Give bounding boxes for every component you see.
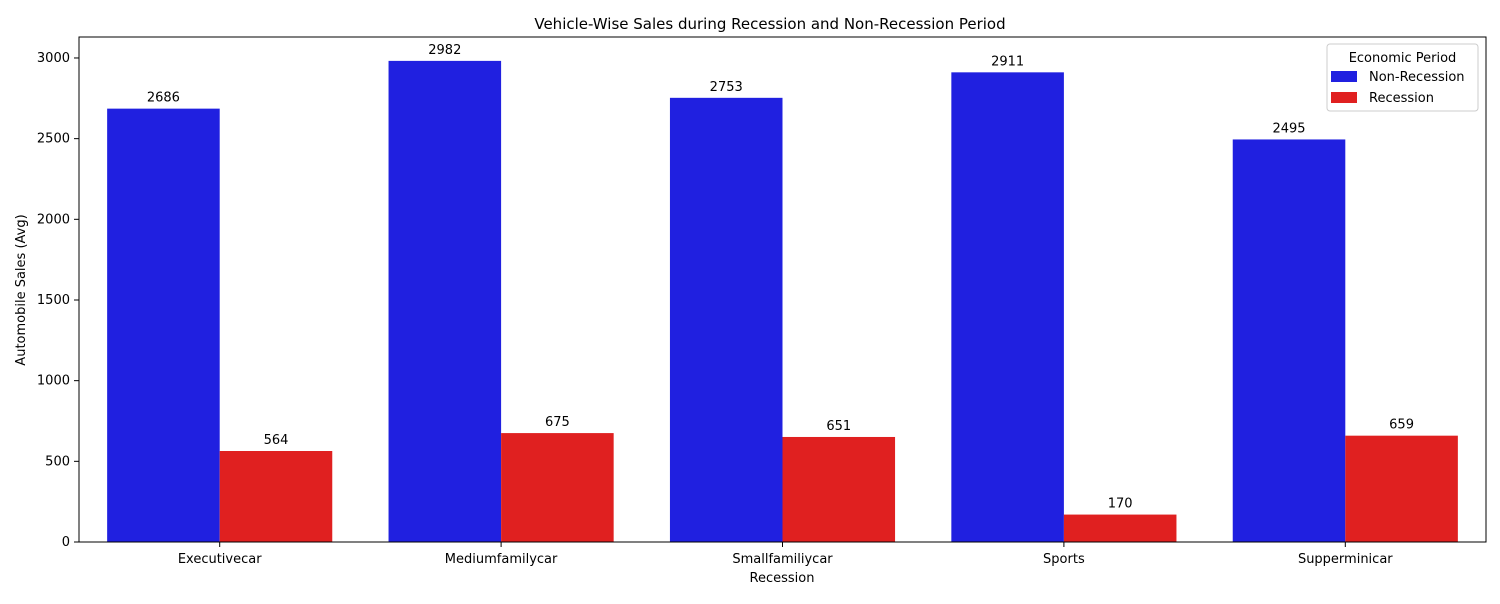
bar-value-label: 2495 <box>1272 121 1305 136</box>
x-tick-label: Mediumfamilycar <box>445 552 558 567</box>
bar <box>1232 139 1346 542</box>
bar-value-label: 675 <box>545 415 570 430</box>
x-tick-label: Sports <box>1043 552 1085 567</box>
bar <box>1345 435 1458 542</box>
legend-swatch <box>1331 92 1357 103</box>
legend-label: Recession <box>1369 91 1434 106</box>
x-tick-label: Supperminicar <box>1298 552 1393 567</box>
legend-swatch <box>1331 71 1357 82</box>
y-tick-label: 0 <box>62 535 70 550</box>
bar-value-label: 2686 <box>147 91 180 106</box>
axes-layer: 0 500 1000 1500 2000 2500 3000 Executivecar Medi… <box>37 36 1487 567</box>
bar-value-label: 564 <box>264 433 289 448</box>
y-axis-label: Automobile Sales (Avg) <box>14 214 29 365</box>
y-tick-label: 500 <box>45 454 70 469</box>
bar <box>951 72 1064 542</box>
y-tick-label: 2000 <box>37 212 70 227</box>
bar-value-label: 170 <box>1108 497 1133 512</box>
y-tick-label: 1000 <box>37 374 70 389</box>
bar <box>388 60 502 542</box>
bar <box>107 108 220 543</box>
bar <box>782 436 896 542</box>
bar-value-label: 2982 <box>428 43 461 58</box>
bars-layer: 2686 564 2982 675 2753 651 2911 170 2495 659 <box>107 43 1458 543</box>
chart-title: Vehicle-Wise Sales during Recession and … <box>534 15 1005 33</box>
legend-title: Economic Period <box>1349 51 1457 66</box>
bar <box>501 433 614 542</box>
bar-value-label: 2753 <box>710 80 743 95</box>
legend-label: Non-Recession <box>1369 70 1465 85</box>
y-tick-label: 2500 <box>37 132 70 147</box>
x-tick-label: Executivecar <box>178 552 262 567</box>
y-tick-label: 1500 <box>37 293 70 308</box>
bar <box>669 97 783 543</box>
bar-value-label: 651 <box>826 419 851 434</box>
y-tick-label: 3000 <box>37 51 70 66</box>
bar <box>219 451 333 542</box>
legend-box <box>1326 43 1479 112</box>
bar <box>1063 514 1177 542</box>
bar-value-label: 2911 <box>991 54 1024 69</box>
x-tick-label: Smallfamiliycar <box>732 552 833 567</box>
x-axis-label: Recession <box>750 571 815 586</box>
bar-value-label: 659 <box>1389 418 1414 433</box>
legend: Economic Period Non-Recession Recession <box>1326 43 1479 112</box>
